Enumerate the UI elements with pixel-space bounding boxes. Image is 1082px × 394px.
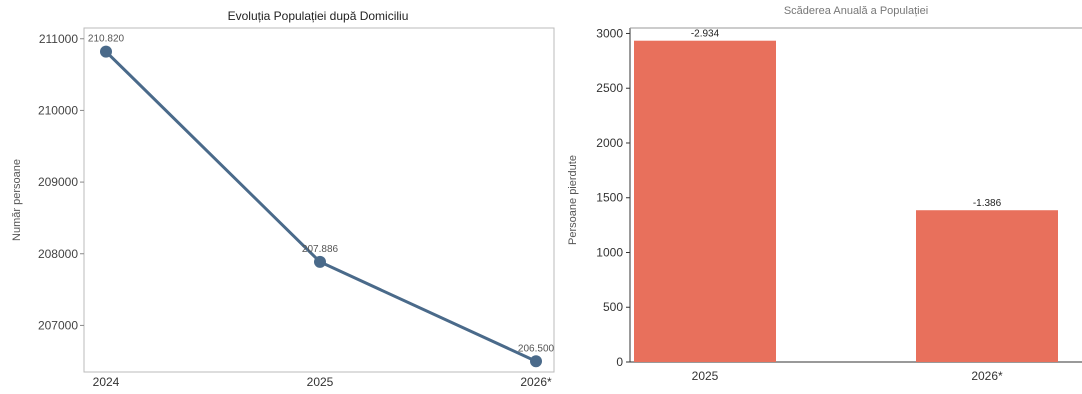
y-tick-label: 211000 bbox=[39, 32, 78, 46]
y-tick-label: 207000 bbox=[38, 318, 78, 332]
y-tick-label: 3000 bbox=[596, 26, 623, 40]
data-point bbox=[314, 255, 326, 268]
plot-area-frame bbox=[83, 27, 555, 373]
bar-value-label: -2.934 bbox=[691, 29, 720, 40]
y-tick-label: 210000 bbox=[38, 103, 78, 117]
y-tick-label: 209000 bbox=[38, 175, 78, 189]
y-axis-label: Număr persoane bbox=[11, 159, 23, 241]
y-tick-label: 0 bbox=[616, 355, 623, 369]
bar-chart-svg: Scăderea Anuală a Populației Persoane pi… bbox=[567, 5, 1082, 383]
y-axis-label: Persoane pierdute bbox=[567, 155, 579, 245]
y-tick-label: 1500 bbox=[596, 191, 623, 205]
chart-title: Evoluția Populației după Domiciliu bbox=[228, 9, 409, 23]
bar-value-label: -1.386 bbox=[973, 198, 1002, 209]
series-line bbox=[104, 50, 537, 363]
line-chart-svg: Evoluția Populației după Domiciliu Număr… bbox=[11, 9, 555, 389]
bar bbox=[634, 40, 776, 363]
data-point bbox=[100, 45, 112, 58]
y-tick-label: 208000 bbox=[38, 247, 78, 261]
y-tick-label: 2000 bbox=[596, 136, 623, 150]
y-tick-label: 2500 bbox=[596, 81, 623, 95]
y-tick-label: 1000 bbox=[596, 245, 623, 259]
annual-decrease-bar-chart: Scăderea Anuală a Populației Persoane pi… bbox=[560, 0, 1082, 389]
x-tick-label: 2025 bbox=[307, 375, 334, 389]
y-tick-label: 500 bbox=[603, 300, 623, 314]
population-line-chart: Evoluția Populației după Domiciliu Număr… bbox=[11, 9, 555, 389]
x-tick-label: 2025 bbox=[692, 369, 719, 383]
chart-title: Scăderea Anuală a Populației bbox=[784, 5, 928, 17]
x-tick-label: 2024 bbox=[93, 375, 120, 389]
x-tick-label: 2026* bbox=[971, 369, 1003, 383]
bar bbox=[916, 210, 1058, 362]
data-label: 206.500 bbox=[518, 343, 555, 354]
data-label: 207.886 bbox=[302, 244, 339, 255]
data-label: 210.820 bbox=[88, 34, 125, 45]
data-point bbox=[530, 355, 542, 368]
x-tick-label: 2026* bbox=[520, 375, 552, 389]
